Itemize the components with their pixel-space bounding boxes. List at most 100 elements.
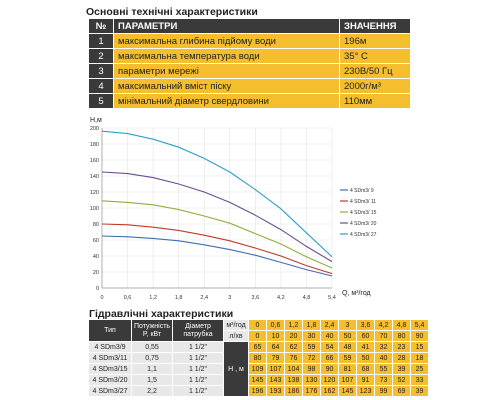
- legend-label: 4 SDm3/ 9: [350, 188, 374, 194]
- hydraulic-title: Гідравлічні характеристики: [89, 308, 234, 320]
- spec-value: 230В/50 Гц: [339, 63, 411, 79]
- hyd-h-cell: 99: [374, 385, 393, 397]
- hyd-row: 4 SDm3/20 1,5 1 1/2" 145 143 138 130 120 107 91 73…: [88, 374, 429, 386]
- series-line: [101, 200, 333, 269]
- hyd-diam: 1 1/2": [172, 374, 224, 386]
- hyd-h-cell: 18: [410, 352, 429, 364]
- hyd-h-cell: 59: [338, 352, 357, 364]
- hyd-h-cell: 65: [248, 341, 267, 353]
- hyd-h-cell: 98: [302, 363, 321, 375]
- spec-value: 35° С: [339, 48, 411, 64]
- hyd-type: 4 SDm3/20: [88, 374, 132, 386]
- hyd-h-cell: 145: [338, 385, 357, 397]
- hyd-h-cell: 62: [284, 341, 303, 353]
- hyd-q-m3-cell: 1,8: [302, 319, 321, 331]
- hyd-h-cell: 73: [374, 374, 393, 386]
- x-tick-label: 4,2: [277, 295, 285, 301]
- hyd-type: 4 SDm3/9: [88, 341, 132, 353]
- hyd-h-cell: 76: [284, 352, 303, 364]
- hyd-row: 4 SDm3/11 0,75 1 1/2" 80 79 76 72 66 59 50 40 28 18: [88, 352, 429, 364]
- hyd-type: 4 SDm3/27: [88, 385, 132, 397]
- y-tick-label: 60: [93, 238, 99, 244]
- hyd-h-cell: 143: [266, 374, 285, 386]
- hyd-q-m3-cell: 3,6: [356, 319, 375, 331]
- hyd-power: 0,55: [131, 341, 173, 353]
- spec-num: 2: [88, 48, 114, 64]
- hyd-h-cell: 104: [284, 363, 303, 375]
- hyd-h-cell: 48: [338, 341, 357, 353]
- head-flow-chart: 0 20 40 60 80 100 120 140 160 180 200 0 0,6 1,2 1,8 2,4…: [90, 117, 377, 301]
- hyd-type: 4 SDm3/11: [88, 352, 132, 364]
- x-tick-label: 4,8: [303, 295, 311, 301]
- x-tick-label: 2,4: [200, 295, 208, 301]
- hyd-h-cell: 90: [320, 363, 339, 375]
- series-line: [101, 235, 333, 277]
- y-tick-label: 100: [90, 206, 99, 212]
- hyd-q-l-cell: 70: [374, 330, 393, 342]
- hyd-row: 4 SDm3/9 0,55 1 1/2" Н , м 65 64 62 59 54 48 41 32 2…: [88, 341, 429, 397]
- hyd-h-cell: 123: [356, 385, 375, 397]
- hyd-q-l-cell: 20: [284, 330, 303, 342]
- hyd-h-cell: 25: [410, 363, 429, 375]
- hyd-h-cell: 80: [248, 352, 267, 364]
- hyd-diam: 1 1/2": [172, 341, 224, 353]
- hyd-h-cell: 39: [392, 363, 411, 375]
- hyd-h-cell: 52: [392, 374, 411, 386]
- hyd-h-cell: 91: [356, 374, 375, 386]
- hyd-col-diam: Діаметр патрубка: [172, 319, 224, 342]
- hyd-q-l-cell: 0: [248, 330, 267, 342]
- hyd-h-cell: 54: [320, 341, 339, 353]
- series-line: [101, 130, 333, 258]
- x-tick-label: 3,6: [252, 295, 260, 301]
- legend-label: 4 SDm3/ 15: [350, 210, 377, 216]
- y-tick-label: 120: [90, 190, 99, 196]
- spec-value: 110мм: [339, 93, 411, 109]
- hyd-q-l-cell: 50: [338, 330, 357, 342]
- hyd-h-label: Н , м: [223, 341, 249, 397]
- hyd-h-cell: 138: [284, 374, 303, 386]
- spec-num: 4: [88, 78, 114, 94]
- hyd-h-cell: 39: [410, 385, 429, 397]
- x-tick-label: 0,6: [124, 295, 132, 301]
- hyd-power: 1,1: [131, 363, 173, 375]
- hyd-q-l-cell: 80: [392, 330, 411, 342]
- spec-table: № ПАРАМЕТРИ ЗНАЧЕННЯ 1 максимальна глиби…: [88, 18, 411, 109]
- hyd-h-cell: 23: [392, 341, 411, 353]
- hyd-h-cell: 120: [320, 374, 339, 386]
- spec-header-value: ЗНАЧЕННЯ: [339, 18, 411, 34]
- hyd-h-cell: 69: [392, 385, 411, 397]
- spec-param: максимальна глибина підйому води: [113, 33, 340, 49]
- hyd-row-q-l: л/хв 0 10 20 30 40 50 60 70 80 90: [89, 330, 429, 342]
- hyd-diam: 1 1/2": [172, 352, 224, 364]
- spec-header-num: №: [88, 18, 114, 34]
- hyd-h-cell: 64: [266, 341, 285, 353]
- hyd-power: 0,75: [131, 352, 173, 364]
- spec-row: 2 максимальна температура води 35° С: [88, 48, 411, 64]
- hyd-h-cell: 66: [320, 352, 339, 364]
- spec-param: максимальний вміст піску: [113, 78, 340, 94]
- hyd-h-cell: 107: [338, 374, 357, 386]
- spec-row: 4 максимальний вміст піску 2000г/м³: [88, 78, 411, 94]
- y-axis-label: H,м: [90, 117, 102, 124]
- hyd-h-cell: 176: [302, 385, 321, 397]
- hyd-q-m3-cell: 1,2: [284, 319, 303, 331]
- hyd-h-cell: 28: [392, 352, 411, 364]
- hyd-q-l-cell: 10: [266, 330, 285, 342]
- hyd-q-l-cell: 30: [302, 330, 321, 342]
- hyd-h-cell: 81: [338, 363, 357, 375]
- hyd-unit-lmin: л/хв: [223, 330, 249, 342]
- hyd-h-cell: 72: [302, 352, 321, 364]
- series-line: [101, 223, 333, 275]
- hydraulic-table: Тип Потужність P, кВт Діаметр патрубка м…: [88, 319, 429, 397]
- x-tick-label: 3: [228, 295, 231, 301]
- spec-row: 1 максимальна глибина підйому води 196м: [88, 33, 411, 49]
- hyd-h-cell: 145: [248, 374, 267, 386]
- spec-title: Основні технічні характеристики: [86, 6, 258, 18]
- x-tick-label: 5,4: [328, 295, 336, 301]
- hyd-h-cell: 55: [374, 363, 393, 375]
- hyd-h-cell: 15: [410, 341, 429, 353]
- hyd-q-m3-cell: 2,4: [320, 319, 339, 331]
- spec-value: 2000г/м³: [339, 78, 411, 94]
- spec-num: 3: [88, 63, 114, 79]
- y-tick-label: 80: [93, 222, 99, 228]
